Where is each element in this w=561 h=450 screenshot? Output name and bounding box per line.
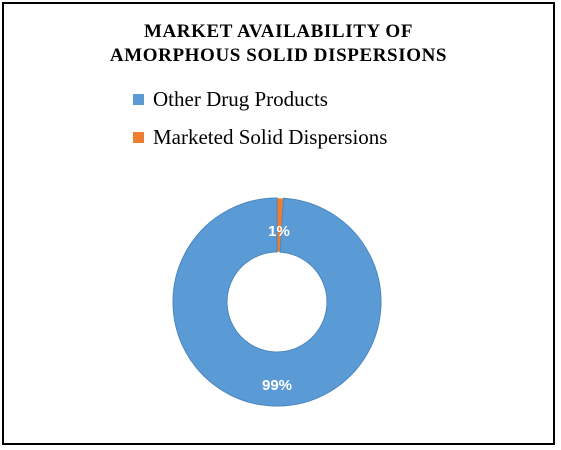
slice-other-drug-products bbox=[172, 197, 382, 407]
legend-swatch-marketed-solid-dispersions bbox=[133, 131, 144, 143]
legend-label-marketed-solid-dispersions: Marketed Solid Dispersions bbox=[153, 124, 388, 149]
data-label-other-drug-products: 99% bbox=[262, 377, 292, 394]
chart-legend: Other Drug Products Marketed Solid Dispe… bbox=[133, 86, 388, 164]
legend-swatch-other-drug-products bbox=[133, 93, 144, 105]
chart-title-line-1: MARKET AVAILABILITY OF bbox=[143, 21, 414, 42]
chart-title-line-2: AMORPHOUS SOLID DISPERSIONS bbox=[109, 45, 448, 66]
legend-label-other-drug-products: Other Drug Products bbox=[153, 86, 328, 111]
legend-item-other-drug-products: Other Drug Products bbox=[133, 86, 387, 111]
data-label-marketed-solid-dispersions: 1% bbox=[268, 223, 290, 240]
legend-item-marketed-solid-dispersions: Marketed Solid Dispersions bbox=[133, 124, 388, 149]
chart-title: MARKET AVAILABILITY OF AMORPHOUS SOLID D… bbox=[0, 20, 557, 68]
